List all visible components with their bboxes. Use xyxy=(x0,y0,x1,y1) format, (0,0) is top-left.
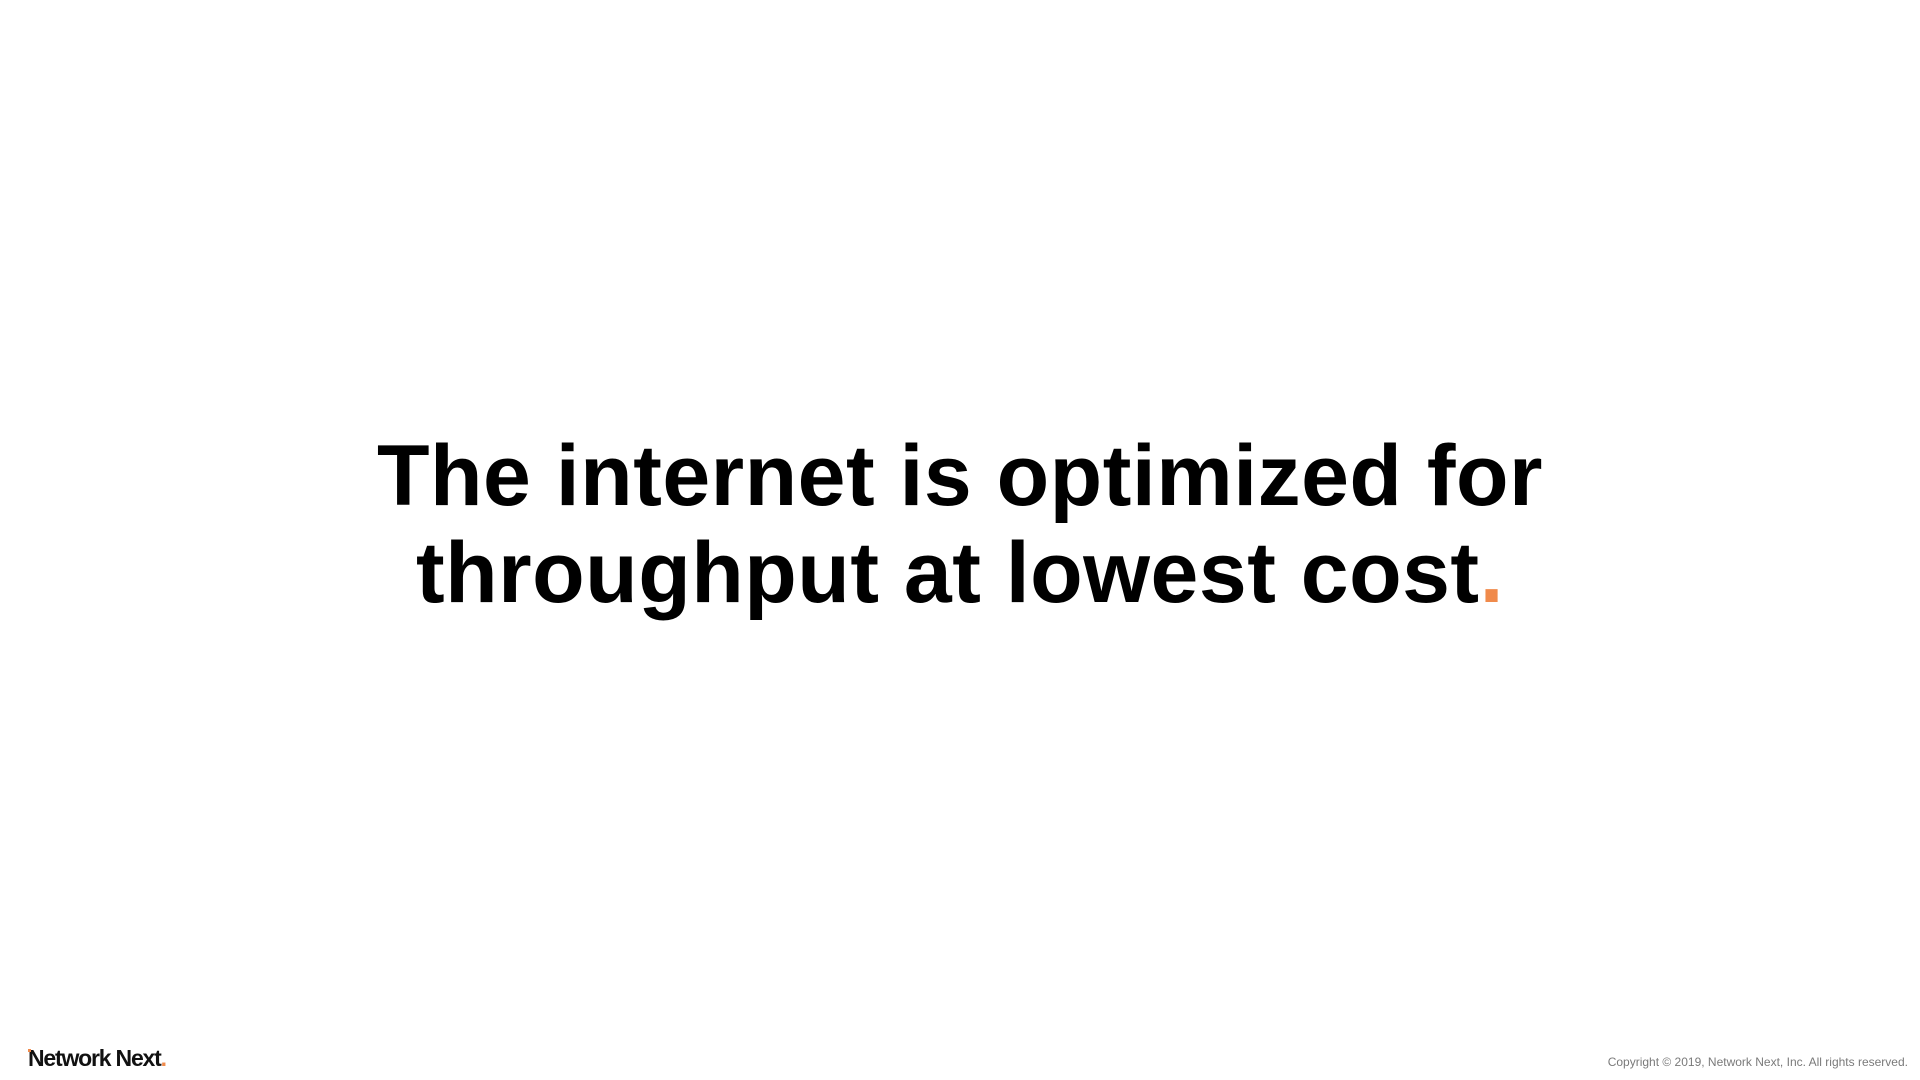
logo-dot: . xyxy=(160,1045,167,1071)
copyright-notice: Copyright © 2019, Network Next, Inc. All… xyxy=(1607,1055,1908,1069)
headline-line-2-text: throughput at lowest cost xyxy=(416,525,1480,621)
logo-text: Network Next xyxy=(28,1045,162,1071)
network-next-logo: Network Next. xyxy=(28,1045,167,1071)
headline: The internet is optimized for throughput… xyxy=(0,428,1920,622)
headline-line-2: throughput at lowest cost. xyxy=(0,525,1920,622)
headline-accent-dot: . xyxy=(1479,525,1504,621)
logo-accent-mark xyxy=(28,1049,31,1052)
headline-line-1: The internet is optimized for xyxy=(376,428,1543,524)
